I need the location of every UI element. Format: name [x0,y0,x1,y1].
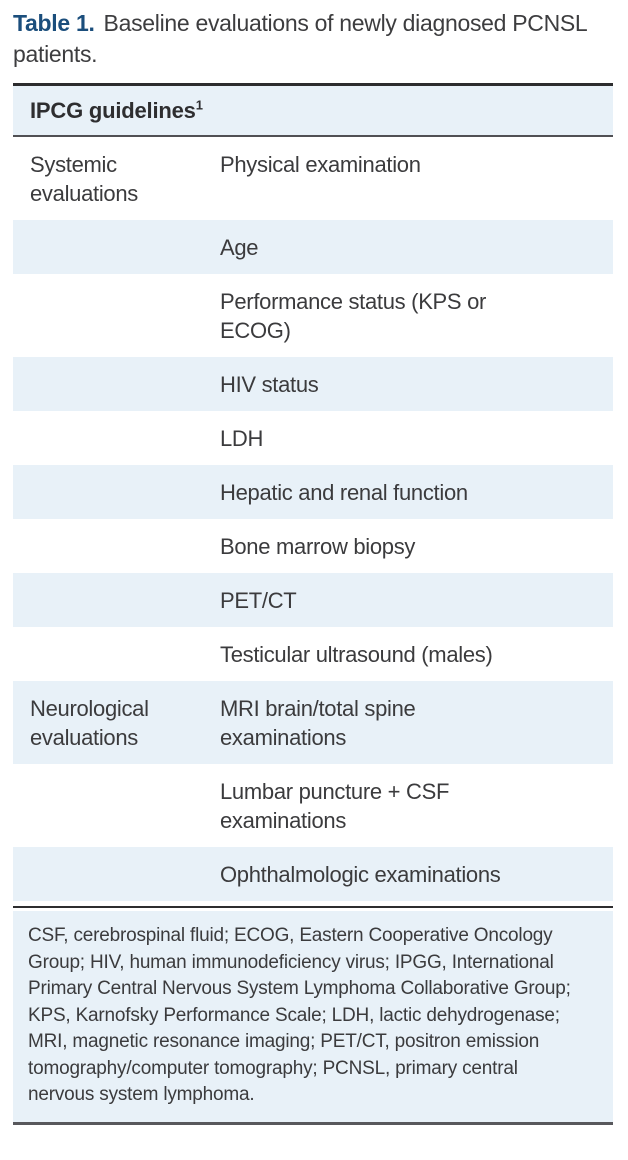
table-caption-label: Table 1. [13,10,95,36]
table-caption-text: Baseline evaluations of newly diagnosed … [13,10,587,67]
evaluation-cell: LDH [220,426,264,451]
table-row: PET/CT [13,573,613,627]
table-header-text: IPCG guidelines [30,98,196,123]
page: Table 1. Baseline evaluations of newly di… [13,8,613,1125]
table-row: LDH [13,411,613,465]
evaluation-cell: Testicular ultrasound (males) [220,642,493,667]
table-row: Bone marrow biopsy [13,519,613,573]
evaluation-cell: Physical examination [220,152,421,177]
table-footnote: CSF, cerebrospinal fluid; ECOG, Eastern … [13,911,613,1125]
evaluation-cell: MRI brain/total spine examinations [220,696,416,750]
evaluation-cell: Age [220,235,259,260]
table-row: HIV status [13,357,613,411]
table-row: Age [13,220,613,274]
table-header-superscript: 1 [195,97,203,113]
footnote-divider [13,906,613,908]
table-row: Systemic evaluations Physical examinatio… [13,137,613,220]
category-cell: Systemic evaluations [30,152,138,206]
table-row: Performance status (KPS or ECOG) [13,274,613,357]
table-row: Ophthalmologic examinations [13,847,613,901]
evaluation-cell: HIV status [220,372,319,397]
evaluation-cell: Performance status (KPS or ECOG) [220,289,487,343]
table-caption: Table 1. Baseline evaluations of newly di… [13,8,603,70]
evaluation-cell: PET/CT [220,588,297,613]
table-body: Systemic evaluations Physical examinatio… [13,137,613,901]
evaluation-cell: Bone marrow biopsy [220,534,416,559]
table-row: Lumbar puncture + CSF examinations [13,764,613,847]
table-row: Neurological evaluations MRI brain/total… [13,681,613,764]
evaluation-cell: Hepatic and renal function [220,480,468,505]
evaluation-cell: Ophthalmologic examinations [220,862,501,887]
table-row: Hepatic and renal function [13,465,613,519]
table-row: Testicular ultrasound (males) [13,627,613,681]
evaluations-table: IPCG guidelines1 Systemic evaluations Ph… [13,83,613,1125]
table-header-row: IPCG guidelines1 [13,86,613,137]
evaluation-cell: Lumbar puncture + CSF examinations [220,779,450,833]
category-cell: Neurological evaluations [30,696,149,750]
